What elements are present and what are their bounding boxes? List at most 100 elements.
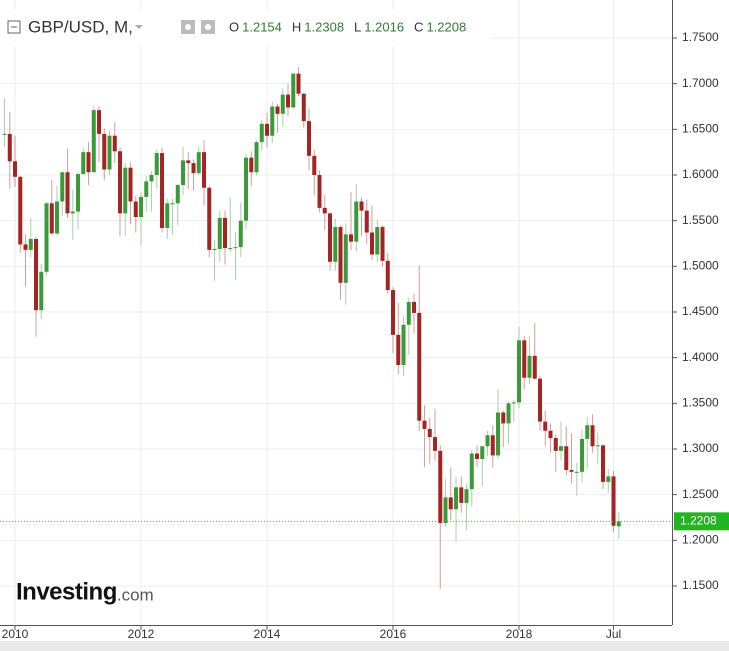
candle-body: [543, 421, 548, 431]
x-tick-label: 2010: [2, 627, 29, 641]
candle-body: [553, 438, 558, 451]
candle-body: [296, 73, 301, 94]
candle-body: [186, 160, 191, 164]
candle-body: [385, 260, 390, 291]
dropdown-icon[interactable]: [134, 25, 143, 29]
candle-body: [585, 425, 590, 439]
last-price-tag: [674, 512, 729, 531]
last-price-label: 1.2208: [680, 514, 717, 528]
candle-body: [65, 172, 70, 214]
y-tick-label: 1.6000: [682, 167, 719, 181]
candle-body: [490, 435, 495, 456]
candle-body: [86, 152, 91, 173]
collapse-icon[interactable]: [7, 20, 21, 34]
candle-body: [18, 176, 23, 245]
candle-body: [595, 445, 600, 447]
candle-body: [569, 470, 574, 472]
candle-body: [475, 453, 480, 460]
candle-body: [301, 93, 306, 122]
candle-body: [506, 403, 511, 424]
candle-body: [349, 234, 354, 242]
candle-body: [527, 355, 532, 378]
y-tick-label: 1.4000: [682, 350, 719, 364]
candle-body: [60, 172, 65, 202]
candle-body: [2, 133, 7, 135]
candle-body: [118, 151, 123, 214]
candle-body: [228, 248, 233, 250]
candle-body: [70, 211, 75, 214]
icon-detail: [205, 24, 211, 30]
candle-body: [280, 94, 285, 114]
candle-body: [249, 157, 254, 173]
candle-body: [564, 446, 569, 471]
candle-body: [328, 213, 333, 262]
candle-body: [181, 160, 186, 186]
candle-body: [317, 174, 322, 208]
candle-body: [244, 157, 249, 221]
candle-body: [286, 94, 291, 108]
candle-body: [517, 340, 522, 403]
candle-body: [7, 133, 12, 162]
candle-body: [23, 244, 28, 250]
candle-body: [380, 227, 385, 261]
legend-key: O: [229, 19, 239, 34]
candle-body: [396, 334, 401, 365]
candle-body: [433, 437, 438, 451]
x-tick-label: 2014: [254, 627, 281, 641]
ohlc-legend: O 1.2154 H 1.2308 L 1.2016 C 1.2208: [229, 19, 466, 34]
candle-body: [196, 152, 201, 174]
candle-body: [144, 181, 149, 197]
legend-value: 1.2208: [426, 19, 466, 34]
x-tick-label: 2012: [128, 627, 155, 641]
candle-body: [223, 217, 228, 249]
candle-body: [401, 324, 406, 365]
legend-key: C: [414, 19, 423, 34]
candle-body: [170, 203, 175, 205]
candle-body: [55, 201, 60, 234]
candle-body: [39, 271, 44, 311]
candle-body: [448, 497, 453, 510]
candle-body: [438, 450, 443, 523]
candle-body: [417, 312, 422, 421]
legend-value: 1.2016: [364, 19, 404, 34]
candle-body: [412, 301, 417, 313]
y-tick-label: 1.3500: [682, 396, 719, 410]
candle-body: [511, 402, 516, 404]
candle-body: [312, 155, 317, 175]
legend-value: 1.2154: [242, 19, 282, 34]
y-tick-label: 1.7500: [682, 30, 719, 44]
y-tick-label: 1.3000: [682, 441, 719, 455]
candle-body: [97, 110, 102, 134]
candles: [2, 67, 621, 589]
candle-body: [501, 412, 506, 424]
candle-body: [485, 435, 490, 447]
icon-detail: [185, 24, 191, 30]
y-tick-label: 1.2500: [682, 487, 719, 501]
candle-body: [559, 446, 564, 451]
candle-body: [580, 438, 585, 472]
x-tick-label: 2016: [380, 627, 407, 641]
candle-body: [112, 135, 117, 152]
candle-body: [270, 106, 275, 136]
candle-body: [454, 487, 459, 510]
candle-body: [496, 412, 501, 456]
candle-body: [217, 217, 222, 249]
candle-body: [459, 487, 464, 503]
candle-body: [611, 476, 616, 526]
logo-suffix: .com: [117, 585, 154, 604]
candle-body: [616, 521, 621, 527]
logo-text: Investing: [16, 578, 117, 605]
candle-body: [391, 290, 396, 335]
candle-body: [359, 201, 364, 211]
candle-body: [338, 227, 343, 283]
y-tick-label: 1.5000: [682, 259, 719, 273]
candle-body: [139, 196, 144, 218]
candle-body: [154, 153, 159, 175]
candle-body: [202, 152, 207, 188]
x-tick-label: Jul: [606, 627, 621, 641]
candle-body: [354, 201, 359, 242]
header-bg: [0, 10, 490, 46]
candle-body: [91, 110, 96, 173]
legend-key: L: [354, 19, 361, 34]
